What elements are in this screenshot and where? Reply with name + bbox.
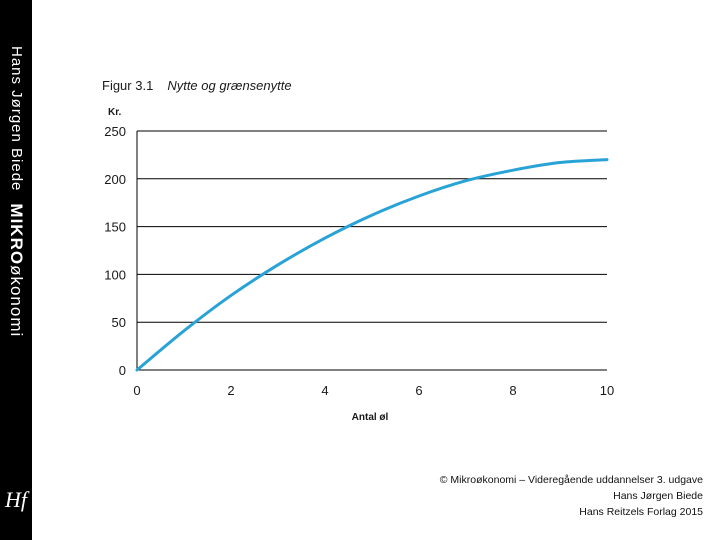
- figure-number: Figur 3.1: [102, 78, 154, 93]
- x-axis-label: Antal øl: [352, 412, 389, 423]
- x-tick-label-8: 8: [509, 383, 516, 398]
- sidebar-brand-bold: MIKRO: [7, 203, 26, 266]
- figure-title: Figur 3.1 Nytte og grænsenytte: [102, 78, 292, 93]
- sidebar-author: Hans Jørgen Biede: [8, 46, 25, 192]
- y-axis-label: Kr.: [108, 107, 122, 118]
- footer: © Mikroøkonomi – Videregående uddannelse…: [440, 472, 703, 520]
- figure-subtitle: Nytte og grænsenytte: [167, 78, 292, 93]
- chart-axes: [136, 131, 607, 371]
- x-tick-label-6: 6: [415, 383, 422, 398]
- y-tick-label-100: 100: [104, 267, 126, 282]
- sidebar: Hans Jørgen Biede MIKROøkonomi Hf: [0, 0, 32, 540]
- y-tick-label-50: 50: [112, 315, 126, 330]
- publisher-logo: Hf: [5, 487, 27, 512]
- x-tick-label-10: 10: [600, 383, 614, 398]
- y-tick-label-250: 250: [104, 124, 126, 139]
- y-tick-label-0: 0: [119, 363, 126, 378]
- footer-author: Hans Jørgen Biede: [613, 490, 703, 502]
- chart-series: [135, 158, 609, 372]
- sidebar-brand-rest: økonomi: [7, 265, 26, 338]
- chart-tick-labels: 0 50 100 150 200 250 0 2 4 6 8 10: [104, 124, 614, 398]
- series-line-0: [135, 158, 609, 372]
- y-tick-label-200: 200: [104, 172, 126, 187]
- sidebar-title: Hans Jørgen Biede MIKROøkonomi: [4, 46, 28, 376]
- footer-copyright: © Mikroøkonomi – Videregående uddannelse…: [439, 474, 703, 486]
- x-tick-label-0: 0: [133, 383, 140, 398]
- chart-grid: [137, 130, 607, 323]
- x-tick-label-2: 2: [227, 383, 234, 398]
- y-tick-label-150: 150: [104, 220, 126, 235]
- footer-publisher: Hans Reitzels Forlag 2015: [579, 506, 703, 518]
- x-tick-label-4: 4: [321, 383, 328, 398]
